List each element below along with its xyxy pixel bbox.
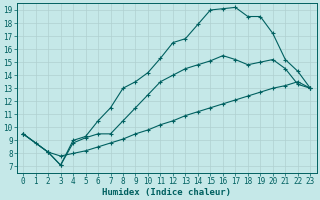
X-axis label: Humidex (Indice chaleur): Humidex (Indice chaleur): [102, 188, 231, 197]
